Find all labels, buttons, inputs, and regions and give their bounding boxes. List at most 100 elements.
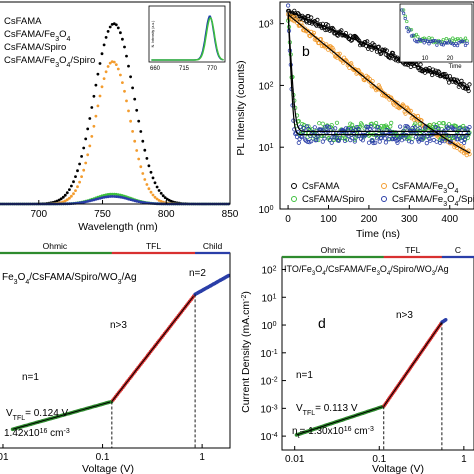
y-tick-label: 10-2: [260, 376, 277, 388]
data-point: [63, 193, 67, 197]
data-point: [376, 44, 381, 49]
fit-line: [287, 12, 470, 136]
inset-point: [463, 36, 468, 40]
data-point: [316, 137, 321, 143]
data-point: [161, 194, 165, 198]
legend-entry-csfama-fe3o4-spiro: CsFAMA/Fe3O4/Spiro: [4, 55, 95, 69]
data-point: [98, 62, 102, 65]
data-point: [387, 131, 392, 136]
data-point: [360, 138, 365, 143]
data-point: [298, 124, 303, 129]
data-point: [119, 31, 122, 35]
legend-entry-csfama: CsFAMA: [4, 16, 42, 27]
inset-point: [411, 34, 415, 39]
data-point: [296, 140, 301, 145]
panel-d-frame: [281, 256, 474, 451]
data-point: [106, 65, 110, 68]
y-tick-label: 100: [258, 205, 273, 217]
slope-label-n1: n=1: [296, 370, 313, 381]
series-1: [0, 60, 230, 206]
panel-a-x-label: Wavelength (nm): [78, 221, 158, 233]
data-point: [116, 195, 120, 199]
data-point: [127, 64, 130, 68]
data-point: [72, 180, 75, 184]
data-point: [419, 135, 424, 140]
fit-line: [296, 406, 383, 436]
data-point: [461, 140, 467, 145]
data-point: [137, 200, 141, 204]
inset-point: [433, 39, 437, 43]
data-point: [108, 25, 112, 29]
data-point: [133, 97, 137, 101]
data-point: [349, 122, 355, 127]
data-point: [155, 185, 159, 189]
data-point: [410, 136, 415, 141]
data-point: [133, 139, 137, 143]
data-point: [420, 137, 425, 142]
data-point: [153, 195, 157, 199]
data-point: [55, 199, 59, 203]
y-tick-exponent: -3: [271, 404, 277, 411]
data-point: [370, 79, 375, 84]
data-point: [374, 49, 380, 54]
data-point: [304, 20, 309, 25]
data-point: [123, 89, 126, 93]
data-point: [108, 195, 112, 198]
data-point: [339, 28, 344, 33]
data-point: [424, 141, 429, 146]
data-point: [125, 99, 128, 103]
data-point: [329, 123, 334, 128]
legend-marker-csfama-fe3o4: [381, 183, 387, 189]
data-point: [446, 80, 452, 85]
nt-label: 1.42x1016 cm-3: [4, 428, 70, 440]
inset-point: [428, 39, 433, 43]
inset-point: [409, 34, 414, 38]
panel-a-x-axis: 700 750 800 850: [30, 200, 239, 220]
data-point: [141, 172, 145, 175]
data-point: [436, 69, 441, 74]
panel-a-inset: N. Intensity (a.u.) 660 715 770: [148, 5, 226, 72]
data-point: [119, 73, 122, 77]
panel-d-y-label-text: Current Density (mA.cm: [240, 301, 252, 413]
data-point: [318, 36, 324, 42]
inset-point: [403, 16, 407, 21]
data-point: [90, 199, 94, 202]
panel-d-points: [294, 318, 448, 450]
data-point: [80, 155, 83, 158]
data-point: [382, 136, 388, 141]
data-point: [102, 43, 106, 47]
data-point: [139, 165, 143, 169]
data-point: [402, 136, 407, 141]
data-point: [167, 198, 171, 202]
data-point: [145, 157, 149, 160]
vtfl-value: 0.113: [324, 403, 349, 414]
data-point: [457, 125, 462, 131]
data-point: [76, 185, 79, 189]
data-point: [368, 124, 373, 129]
data-point: [65, 198, 69, 202]
data-point: [92, 124, 96, 128]
x-tick-label: 300: [401, 214, 418, 225]
slope-label-n1: n=1: [22, 372, 39, 383]
y-tick-exponent: 1: [273, 293, 277, 300]
data-point: [389, 97, 395, 102]
data-point: [418, 62, 423, 67]
data-point: [82, 146, 86, 150]
data-point: [443, 128, 448, 133]
panel-d-device: ITO/Fe3O4/CsFAMA/Fe3O4/Spiro/WO3/Ag: [284, 264, 449, 277]
data-point: [149, 190, 153, 194]
panel-b-x-label: Time (ns): [356, 228, 400, 240]
inset-x-tick-715: 715: [179, 66, 190, 72]
slope-label-n3: n>3: [110, 320, 127, 331]
inset-point: [459, 39, 463, 44]
inset-point: [440, 42, 444, 47]
data-point: [110, 192, 114, 196]
data-point: [352, 139, 357, 144]
data-point: [362, 78, 367, 83]
data-point: [405, 125, 411, 130]
data-point: [314, 137, 319, 143]
panel-c: 01 0.1 1 Ohmic TFL Child Fe3O4/CsFAMA/Spiro/…: [0, 241, 231, 474]
data-point: [323, 27, 328, 33]
data-point: [145, 183, 149, 186]
